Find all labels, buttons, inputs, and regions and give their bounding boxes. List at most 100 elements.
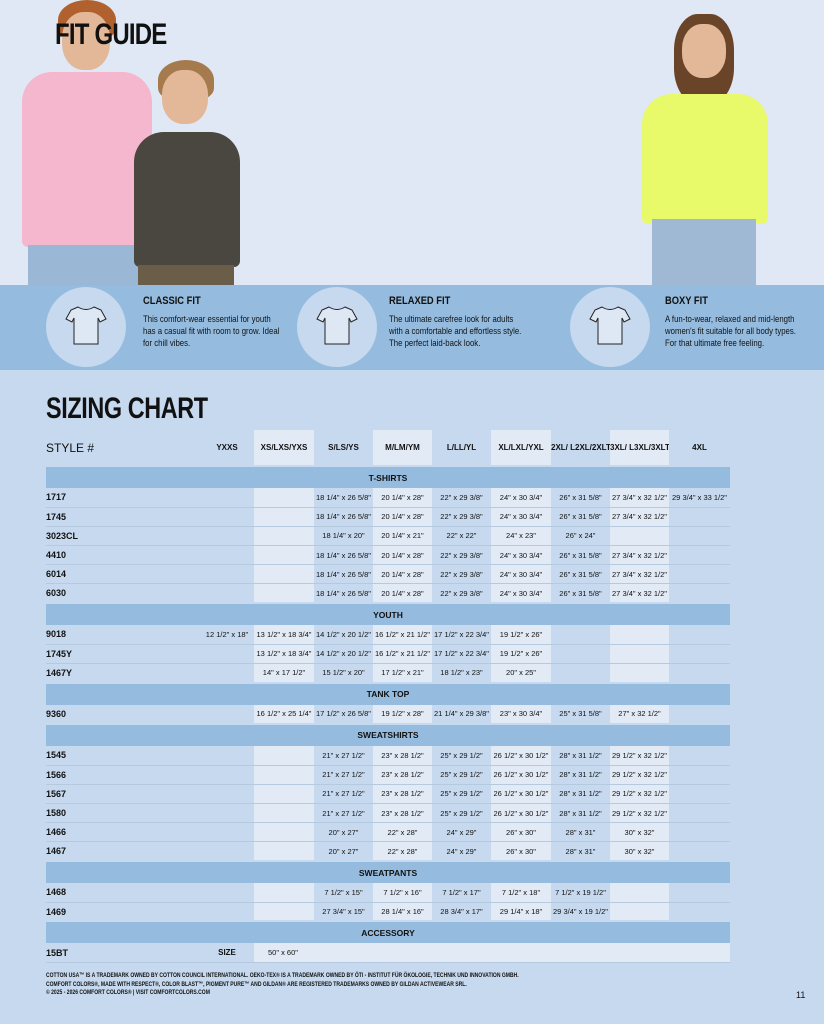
size-cell — [254, 803, 314, 824]
size-cell: 30" x 32" — [610, 822, 669, 843]
size-cell: 16 1/2" x 25 1/4" — [254, 704, 314, 725]
size-cell — [200, 883, 254, 903]
size-cell: 23" x 28 1/2" — [373, 765, 432, 785]
size-cell: 26" x 31 5/8" — [551, 583, 610, 604]
size-cell: 20 1/4" x 28" — [373, 583, 432, 604]
section-title: TANK TOP — [46, 681, 730, 705]
size-cell — [669, 822, 730, 843]
size-cell: 26 1/2" x 30 1/2" — [491, 803, 551, 824]
size-cell: 14" x 17 1/2" — [254, 663, 314, 684]
size-cell: 24" x 29" — [432, 841, 491, 862]
size-cell: 28" x 31 1/2" — [551, 765, 610, 785]
size-cell: 17 1/2" x 22 3/4" — [432, 625, 491, 645]
size-cell: 13 1/2" x 18 3/4" — [254, 644, 314, 665]
size-cell: 24" x 23" — [491, 526, 551, 547]
size-cell — [610, 663, 669, 684]
size-cell — [200, 507, 254, 527]
size-cell — [254, 822, 314, 843]
fit-icon-circle — [570, 287, 650, 367]
size-cell: 27 3/4" x 32 1/2" — [610, 488, 669, 508]
size-cell: 20" x 25" — [491, 663, 551, 684]
size-cell — [669, 545, 730, 566]
size-cell: 22" x 29 3/8" — [432, 583, 491, 604]
size-cell: 7 1/2" x 19 1/2" — [551, 883, 610, 903]
size-cell: 17 1/2" x 26 5/8" — [314, 704, 373, 725]
size-cell: 14 1/2" x 20 1/2" — [314, 644, 373, 665]
size-cell: 26" x 31 5/8" — [551, 545, 610, 566]
size-cell: 27 3/4" x 32 1/2" — [610, 545, 669, 566]
column-header: XS/LXS/YXS — [254, 430, 314, 466]
size-cell: 28" x 31 1/2" — [551, 784, 610, 804]
size-cell — [610, 526, 669, 547]
hero-photo-area: FIT GUIDE — [0, 0, 824, 285]
table-row: 1717 18 1/4" x 26 5/8" 20 1/4" x 28" 22" x … — [46, 488, 730, 508]
section-title: ACCESSORY — [46, 920, 730, 944]
size-cell: 22" x 29 3/8" — [432, 507, 491, 527]
size-cell: 29 1/2" x 32 1/2" — [610, 765, 669, 785]
size-cell: 28" x 31" — [551, 841, 610, 862]
size-cell — [669, 644, 730, 665]
size-cell: 19 1/2" x 26" — [491, 644, 551, 665]
table-row: 6030 18 1/4" x 26 5/8" 20 1/4" x 28" 22" x … — [46, 583, 730, 604]
page-title: FIT GUIDE — [55, 18, 167, 51]
style-number: 6030 — [46, 583, 200, 604]
style-number: 1566 — [46, 765, 200, 785]
fit-name: RELAXED FIT — [389, 295, 451, 307]
style-number: 1466 — [46, 822, 200, 843]
size-cell: 27 3/4" x 15" — [314, 902, 373, 922]
fit-description: This comfort-wear essential for youth ha… — [143, 314, 280, 349]
size-cell — [669, 526, 730, 547]
sizing-table: STYLE # YXXS XS/LXS/YXS S/LS/YS M/LM/YM L/LL/… — [46, 430, 730, 964]
size-cell — [254, 583, 314, 604]
fit-band — [0, 285, 824, 370]
size-cell: 23" x 28 1/2" — [373, 803, 432, 824]
size-cell: 22" x 29 3/8" — [432, 488, 491, 508]
size-cell: 17 1/2" x 21" — [373, 663, 432, 684]
size-cell: 26 1/2" x 30 1/2" — [491, 784, 551, 804]
size-cell — [669, 784, 730, 804]
size-cell: 25" x 29 1/2" — [432, 803, 491, 824]
size-cell: 29 1/4" x 18" — [491, 902, 551, 922]
tshirt-icon — [63, 302, 109, 353]
size-cell — [669, 902, 730, 922]
size-cell: 16 1/2" x 21 1/2" — [373, 644, 432, 665]
size-cell: 27 3/4" x 32 1/2" — [610, 564, 669, 585]
size-cell: 18 1/4" x 26 5/8" — [314, 583, 373, 604]
footer-legal: COTTON USA™ IS A TRADEMARK OWNED BY COTT… — [46, 972, 519, 998]
fit-icon-circle — [297, 287, 377, 367]
size-cell — [254, 545, 314, 566]
size-cell: 26" x 30" — [491, 841, 551, 862]
size-cell: 17 1/2" x 22 3/4" — [432, 644, 491, 665]
table-row: 1745 18 1/4" x 26 5/8" 20 1/4" x 28" 22" x … — [46, 507, 730, 527]
size-cell — [200, 784, 254, 804]
size-cell: 21" x 27 1/2" — [314, 765, 373, 785]
size-cell — [669, 583, 730, 604]
tshirt-icon — [587, 302, 633, 353]
column-header: YXXS — [216, 442, 238, 452]
size-cell — [200, 564, 254, 585]
size-cell: 29 1/2" x 32 1/2" — [610, 745, 669, 766]
size-cell: 22" x 28" — [373, 822, 432, 843]
style-number: 1567 — [46, 784, 200, 804]
footer-line: COMFORT COLORS®, MADE WITH RESPECT®, COL… — [46, 980, 467, 988]
size-cell — [200, 803, 254, 824]
size-cell: 15 1/2" x 20" — [314, 663, 373, 684]
section-header: SWEATPANTS — [46, 860, 730, 883]
size-cell: 21 1/4" x 29 3/8" — [432, 704, 491, 725]
size-cell: 12 1/2" x 18" — [200, 625, 254, 645]
style-number: 4410 — [46, 545, 200, 566]
style-number: 1545 — [46, 745, 200, 766]
table-row: 1469 27 3/4" x 15" 28 1/4" x 16" 28 3/4" x … — [46, 902, 730, 922]
table-row: 1468 7 1/2" x 15" 7 1/2" x 16" 7 1/2" x 17"… — [46, 883, 730, 903]
table-row: 1467Y 14" x 17 1/2" 15 1/2" x 20" 17 1/2" x… — [46, 663, 730, 684]
sizing-chart-title: SIZING CHART — [46, 392, 208, 425]
size-cell: 18 1/4" x 26 5/8" — [314, 545, 373, 566]
size-cell: 20 1/4" x 28" — [373, 488, 432, 508]
column-header: L/LL/YL — [446, 442, 477, 452]
size-cell: 24" x 30 3/4" — [491, 583, 551, 604]
column-header: M/LM/YM — [373, 430, 432, 466]
size-cell — [669, 803, 730, 824]
size-cell: 29 1/2" x 32 1/2" — [610, 784, 669, 804]
section-title: YOUTH — [46, 602, 730, 626]
size-cell — [200, 704, 254, 725]
